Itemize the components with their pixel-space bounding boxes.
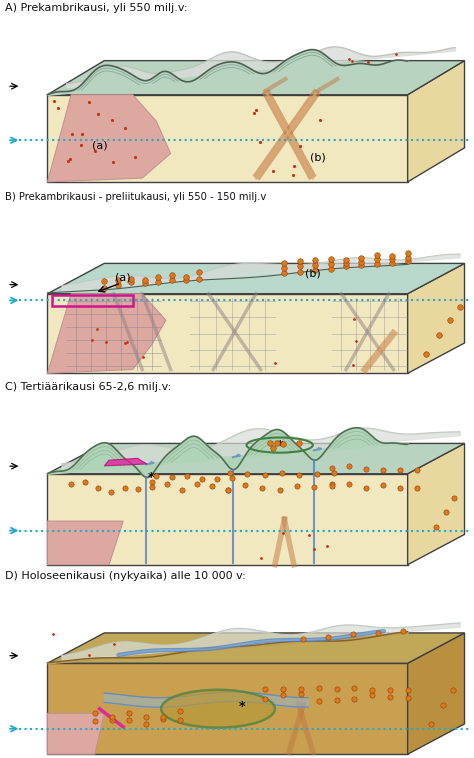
Polygon shape — [47, 521, 123, 565]
Polygon shape — [47, 474, 408, 565]
Polygon shape — [47, 95, 171, 182]
Polygon shape — [47, 294, 408, 374]
Ellipse shape — [161, 690, 275, 728]
Text: B) Prekambrikausi - preliitukausi, yli 550 - 150 milj.v: B) Prekambrikausi - preliitukausi, yli 5… — [5, 193, 266, 202]
Polygon shape — [47, 663, 408, 754]
Text: D) Holoseenikausi (nykyaika) alle 10 000 v:: D) Holoseenikausi (nykyaika) alle 10 000… — [5, 572, 246, 581]
Text: (b): (b) — [310, 152, 326, 162]
Polygon shape — [408, 264, 465, 374]
Text: C) Tertiäärikausi 65-2,6 milj.v:: C) Tertiäärikausi 65-2,6 milj.v: — [5, 382, 171, 392]
Polygon shape — [47, 633, 465, 663]
Text: *: * — [276, 439, 283, 452]
Polygon shape — [47, 443, 465, 474]
Polygon shape — [47, 95, 408, 182]
Polygon shape — [408, 61, 465, 182]
Text: *: * — [148, 471, 155, 484]
Polygon shape — [104, 459, 147, 466]
Polygon shape — [47, 61, 465, 95]
Polygon shape — [408, 633, 465, 754]
Polygon shape — [47, 264, 465, 294]
Polygon shape — [408, 443, 465, 565]
Text: A) Prekambrikausi, yli 550 milj.v:: A) Prekambrikausi, yli 550 milj.v: — [5, 3, 187, 13]
Text: (b): (b) — [305, 268, 321, 279]
Text: (a): (a) — [116, 272, 131, 283]
Polygon shape — [47, 713, 104, 754]
Text: *: * — [238, 700, 245, 713]
Polygon shape — [47, 294, 166, 374]
Text: (a): (a) — [92, 141, 107, 151]
